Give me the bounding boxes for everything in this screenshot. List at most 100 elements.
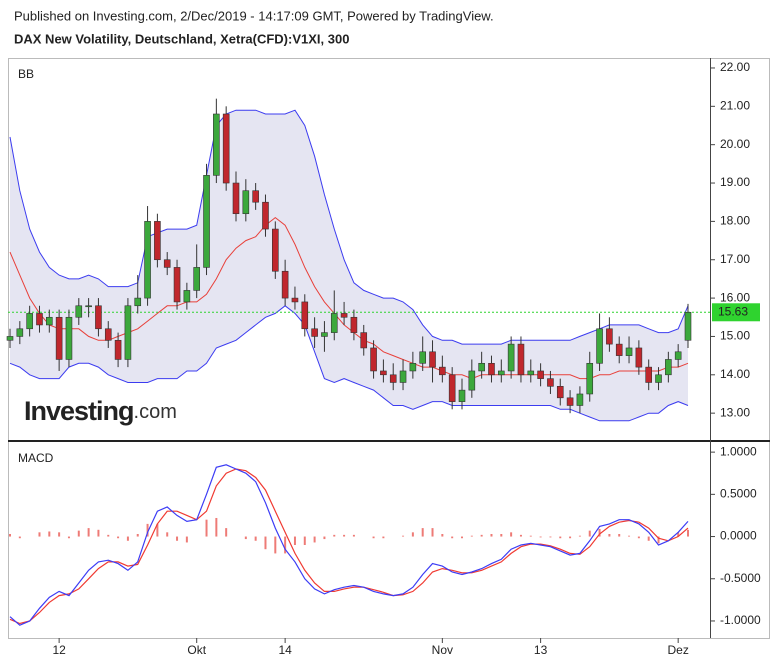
candle-body <box>655 374 662 383</box>
y-tick-label: 17.00 <box>720 252 750 266</box>
candle-body <box>399 370 407 383</box>
x-tick-label: Dez <box>668 643 689 657</box>
candle-body <box>291 297 299 303</box>
candle-body <box>281 270 289 299</box>
candle-body <box>389 374 397 383</box>
logo: Investing.com <box>24 396 177 426</box>
y-tick-label: 13.00 <box>720 405 750 419</box>
logo-suffix: .com <box>134 401 177 423</box>
candle-body <box>75 305 83 318</box>
candle-body <box>232 182 240 215</box>
candle-body <box>154 221 161 261</box>
candle-body <box>645 366 652 383</box>
candle-body <box>429 351 436 368</box>
candle-body <box>596 328 603 364</box>
candle-body <box>360 332 368 349</box>
candle-body <box>625 347 633 356</box>
candle-body <box>370 347 377 372</box>
y-tick-label: 15.00 <box>720 329 750 343</box>
candle-body <box>85 305 92 308</box>
y-tick-label: 19.00 <box>720 175 750 189</box>
candle-body <box>173 267 181 303</box>
last-price-box <box>712 303 760 322</box>
candle-body <box>665 359 672 376</box>
candle-body <box>55 316 63 360</box>
y-tick-label: 18.00 <box>720 214 750 228</box>
y-tick-label: 16.00 <box>720 290 750 304</box>
y-tick-label: 1.0000 <box>720 444 757 458</box>
candle-body <box>547 378 554 387</box>
candle-body <box>46 316 53 326</box>
pane-label: BB <box>18 67 34 81</box>
y-tick-label: 21.00 <box>720 98 750 112</box>
candle-body <box>242 190 250 215</box>
x-tick-label: 13 <box>534 643 548 657</box>
candle-body <box>183 290 191 303</box>
candle-body <box>684 311 692 341</box>
candle-body <box>615 343 623 356</box>
candle-body <box>203 175 210 268</box>
candle-body <box>507 343 515 372</box>
candle-body <box>144 221 151 299</box>
logo-brand: Investing <box>24 396 134 426</box>
candle-body <box>350 316 358 333</box>
candle-body <box>340 313 348 318</box>
candle-body <box>321 332 328 337</box>
candle-body <box>222 113 230 184</box>
candle-body <box>213 113 220 176</box>
x-tick-label: Okt <box>187 643 206 657</box>
band-fill <box>10 110 688 421</box>
chart-title: DAX New Volatility, Deutschland, Xetra(C… <box>14 31 349 46</box>
frame <box>8 58 770 639</box>
candle-body <box>95 305 102 330</box>
candle-body <box>635 347 643 368</box>
candle-body <box>65 316 73 360</box>
candle-body <box>606 328 613 345</box>
y-tick-label: -1.0000 <box>720 613 761 627</box>
candle-body <box>330 313 338 333</box>
y-tick-label: 22.00 <box>720 60 750 74</box>
candle-body <box>134 297 142 307</box>
candle-body <box>380 370 387 376</box>
candle-body <box>104 328 112 341</box>
candle-body <box>468 370 476 391</box>
candle-body <box>16 328 24 337</box>
candle-body <box>674 351 682 360</box>
y-tick-label: 0.0000 <box>720 529 757 543</box>
candle-body <box>566 397 574 406</box>
candle-body <box>517 343 525 376</box>
candle-body <box>439 366 446 376</box>
candle-body <box>252 190 259 203</box>
macd-line <box>9 464 689 626</box>
x-tick-label: Nov <box>432 643 453 657</box>
published-line: Published on Investing.com, 2/Dec/2019 -… <box>14 8 494 23</box>
candle-body <box>193 267 200 291</box>
candle-body <box>448 374 456 402</box>
candle-body <box>527 370 535 376</box>
candle-body <box>272 228 279 272</box>
candle-body <box>556 386 564 399</box>
candle-body <box>409 362 417 372</box>
candle-body <box>576 393 584 406</box>
candle-body <box>124 305 132 360</box>
candle-body <box>586 362 594 395</box>
y-tick-label: -0.5000 <box>720 571 761 585</box>
x-tick-label: 14 <box>278 643 292 657</box>
y-tick-label: 0.5000 <box>720 487 757 501</box>
candle-body <box>36 313 43 326</box>
candle-body <box>301 301 309 330</box>
candle-body <box>458 389 466 402</box>
candle-body <box>537 370 544 379</box>
candle-body <box>478 362 485 372</box>
y-tick-label: 20.00 <box>720 137 750 151</box>
last-price-label: 15.63 <box>718 304 748 318</box>
bb-middle <box>9 216 689 380</box>
candle-body <box>419 351 426 364</box>
candle-body <box>26 313 33 330</box>
candle-body <box>6 336 14 341</box>
pane-label: MACD <box>18 451 54 465</box>
candle-body <box>498 370 505 376</box>
candle-body <box>114 339 122 360</box>
candle-body <box>163 259 171 268</box>
